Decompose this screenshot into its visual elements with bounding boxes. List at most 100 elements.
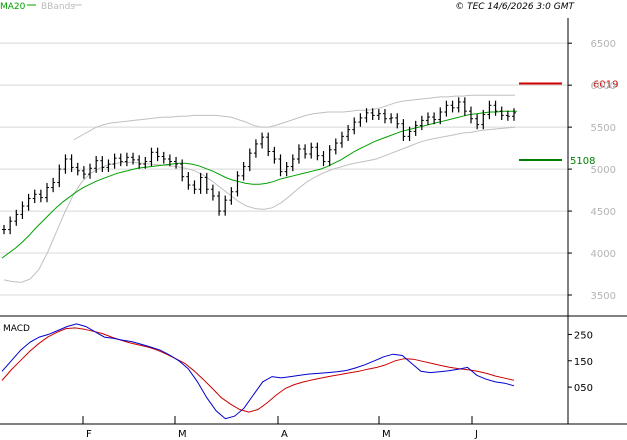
resistance-level-label: 6019 bbox=[593, 80, 618, 91]
bband-upper-line bbox=[73, 94, 515, 141]
price-bars bbox=[2, 97, 516, 235]
price-tick-label: 4000 bbox=[591, 249, 616, 260]
price-bar bbox=[112, 153, 117, 169]
price-bar bbox=[512, 108, 516, 121]
bband-lower-line bbox=[3, 126, 516, 283]
price-bar bbox=[278, 154, 283, 177]
price-bar bbox=[174, 156, 179, 169]
price-bar bbox=[419, 115, 424, 131]
price-bar bbox=[401, 119, 406, 141]
month-tick-label: F bbox=[86, 429, 92, 440]
legend-bbands-label: BBands bbox=[41, 2, 75, 12]
price-bar bbox=[296, 144, 301, 164]
price-grid bbox=[0, 42, 568, 296]
price-bar bbox=[229, 187, 234, 205]
month-tick-label: A bbox=[281, 429, 288, 440]
price-bar bbox=[339, 131, 344, 148]
price-bar bbox=[450, 100, 455, 113]
price-bar bbox=[124, 152, 129, 167]
price-bar bbox=[382, 109, 387, 124]
price-bar bbox=[57, 164, 62, 188]
macd-line bbox=[1, 323, 515, 420]
price-bar bbox=[241, 161, 246, 181]
price-bar bbox=[198, 172, 203, 194]
price-bar bbox=[131, 152, 136, 165]
copyright-timestamp: © TEC 14/6/2026 3:0 GMT bbox=[455, 2, 575, 12]
price-bar bbox=[475, 114, 480, 130]
price-bar bbox=[487, 100, 492, 120]
price-y-axis: 3500 4000 4500 5000 5500 6000 6500 bbox=[568, 39, 616, 302]
price-bar bbox=[247, 148, 252, 172]
macd-lines bbox=[1, 323, 515, 420]
price-bar bbox=[223, 195, 228, 216]
price-bar bbox=[75, 162, 80, 176]
price-bar bbox=[444, 100, 449, 117]
price-bar bbox=[376, 109, 381, 120]
price-bar bbox=[45, 182, 50, 203]
price-bar bbox=[118, 153, 123, 167]
price-bar bbox=[81, 166, 86, 179]
legend-ma20-label: MA20 bbox=[0, 2, 26, 12]
price-bar bbox=[468, 106, 473, 124]
price-bar bbox=[413, 120, 418, 136]
price-bar bbox=[407, 126, 412, 141]
support-level-label: 5108 bbox=[570, 156, 595, 167]
price-bar bbox=[51, 177, 56, 193]
price-bar bbox=[438, 107, 443, 125]
price-bar bbox=[217, 191, 222, 216]
price-bar bbox=[8, 216, 13, 235]
price-bar bbox=[309, 142, 314, 159]
price-bar bbox=[149, 147, 154, 167]
price-bar bbox=[352, 117, 357, 135]
price-tick-label: 6000 bbox=[591, 81, 616, 92]
macd-tick-label: 150 bbox=[574, 357, 593, 368]
macd-tick-label: 250 bbox=[574, 330, 593, 341]
price-bar bbox=[364, 108, 369, 123]
price-bar bbox=[303, 144, 308, 159]
price-bar bbox=[272, 146, 277, 164]
price-bar bbox=[94, 156, 99, 173]
month-tick-label: M bbox=[178, 429, 187, 440]
price-bar bbox=[26, 193, 31, 211]
price-bar bbox=[69, 154, 74, 173]
month-tick-label: M bbox=[382, 429, 391, 440]
price-bar bbox=[210, 184, 215, 201]
price-bar bbox=[204, 172, 209, 194]
price-bar bbox=[235, 171, 240, 197]
legend: MA20 BBands bbox=[0, 2, 82, 12]
price-bar bbox=[499, 106, 504, 120]
price-bar bbox=[425, 112, 430, 126]
price-bar bbox=[321, 151, 326, 167]
price-bar bbox=[180, 159, 185, 182]
price-bar bbox=[395, 113, 400, 129]
price-bar bbox=[389, 113, 394, 124]
price-bar bbox=[290, 154, 295, 172]
price-bar bbox=[137, 155, 142, 169]
price-bar bbox=[432, 112, 437, 125]
price-bar bbox=[260, 132, 265, 149]
price-bar bbox=[456, 97, 461, 113]
price-bar bbox=[266, 132, 271, 157]
price-bar bbox=[253, 139, 258, 158]
macd-y-axis: 050 150 250 bbox=[568, 330, 593, 394]
price-bar bbox=[346, 125, 351, 141]
price-bar bbox=[462, 97, 467, 116]
price-bar bbox=[63, 154, 68, 174]
price-bar bbox=[155, 147, 160, 162]
ma20-line bbox=[1, 110, 517, 259]
price-bar bbox=[2, 224, 6, 235]
price-bar bbox=[14, 209, 19, 226]
price-bar bbox=[161, 151, 166, 164]
price-bar bbox=[186, 172, 191, 190]
price-bar bbox=[143, 156, 148, 169]
price-tick-label: 4500 bbox=[591, 207, 616, 218]
ma20-path bbox=[1, 110, 517, 259]
price-bar bbox=[327, 145, 332, 167]
price-tick-label: 3500 bbox=[591, 291, 616, 302]
price-bar bbox=[38, 189, 43, 203]
price-bar bbox=[106, 159, 111, 173]
price-bar bbox=[358, 113, 363, 127]
bollinger-bands bbox=[3, 94, 516, 283]
price-levels: 6019 5108 bbox=[519, 80, 618, 167]
